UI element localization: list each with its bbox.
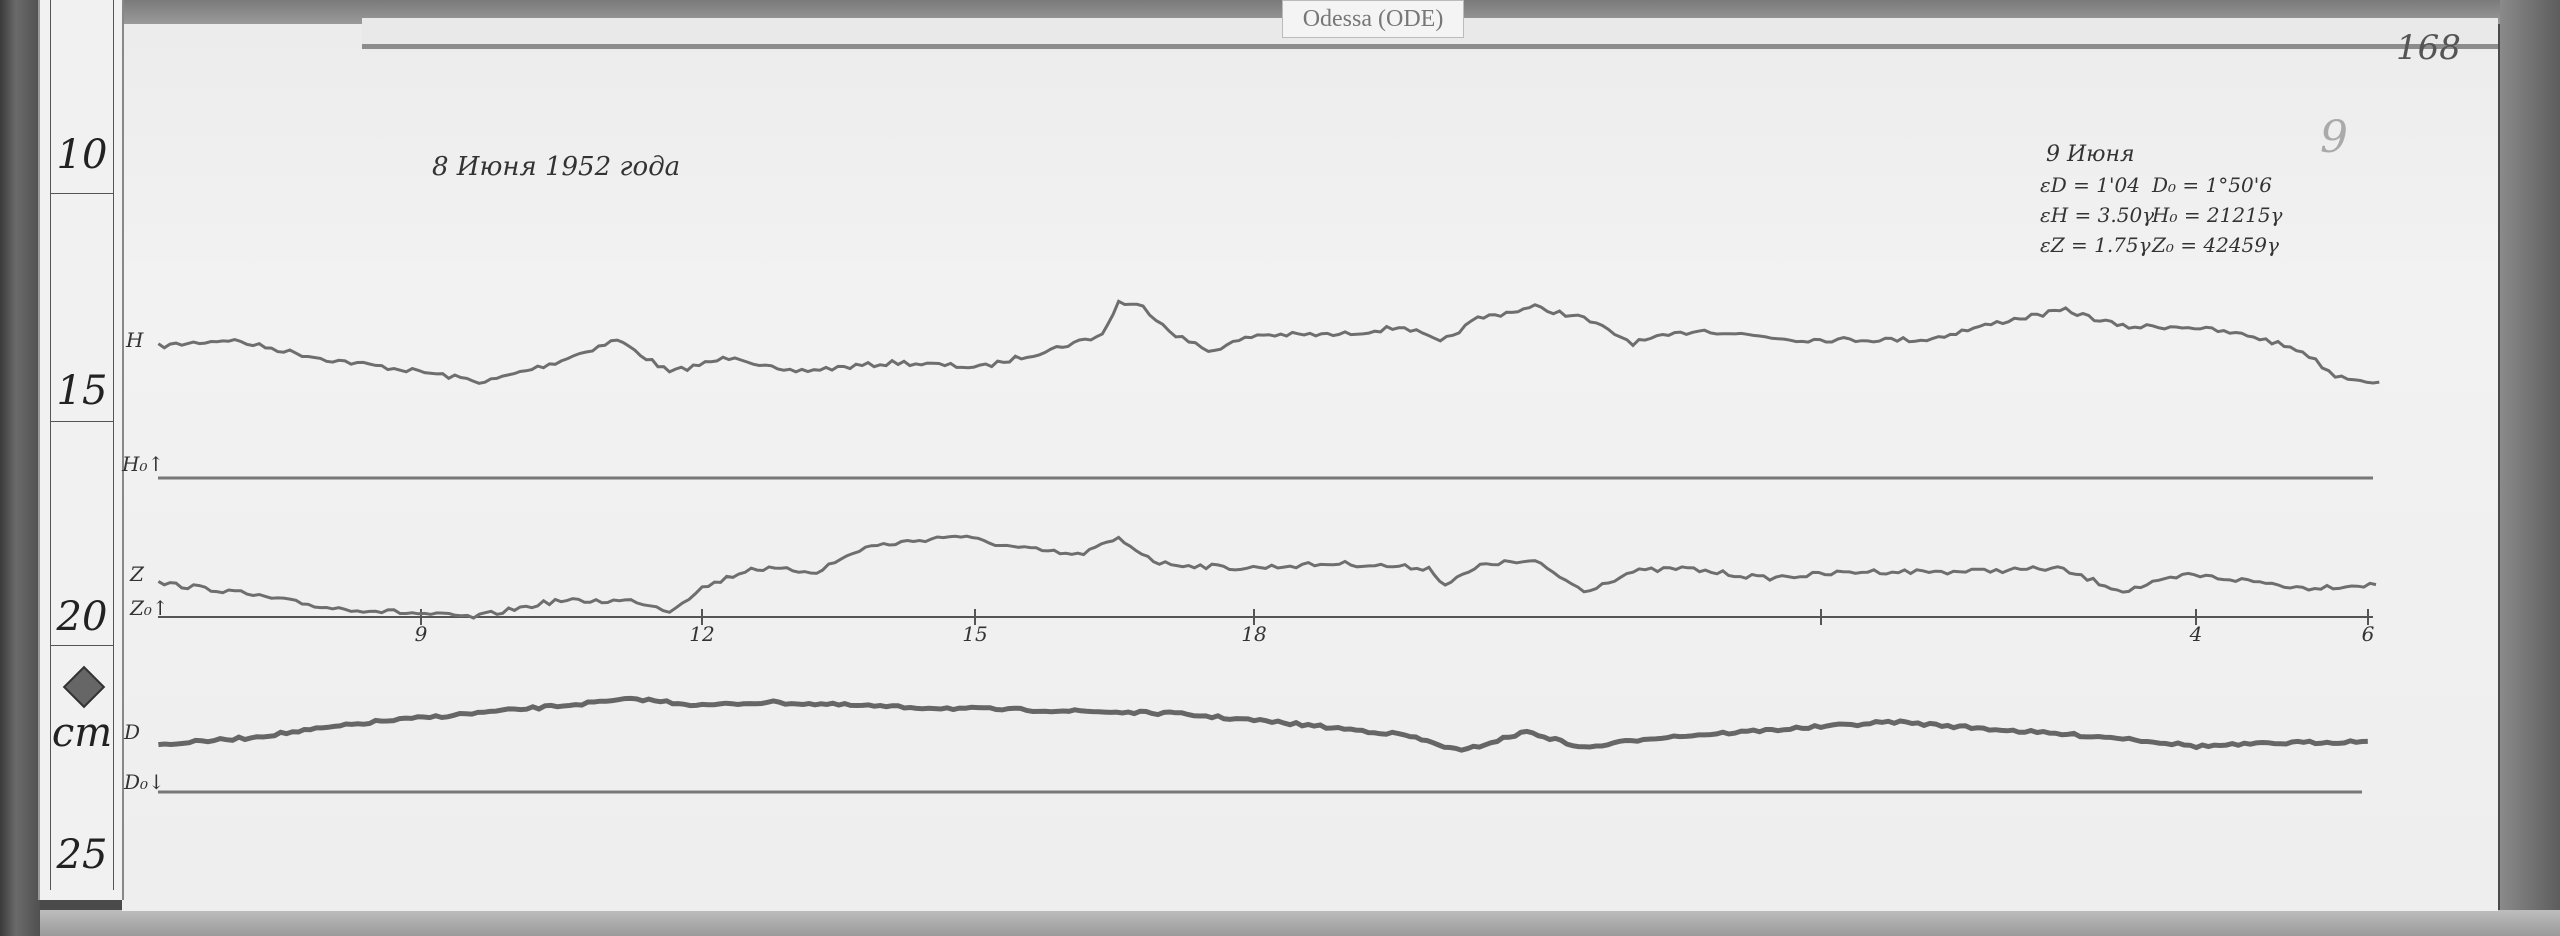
hour-label: 6 <box>2361 622 2375 646</box>
constants-row-z: εZ = 1.75γZ₀ = 42459γ <box>2040 230 2283 260</box>
constants-row-h: εH = 3.50γH₀ = 21215γ <box>2040 200 2283 230</box>
ruler-unit: cm <box>51 710 113 756</box>
hour-label: 4 <box>2189 622 2203 646</box>
constants-row-d: εD = 1'04 D₀ = 1°50'6 <box>2040 170 2283 200</box>
ruler-mark-20: 20 <box>56 594 108 640</box>
base-h: H₀ = 21215γ <box>2152 203 2283 227</box>
hour-label: 15 <box>962 622 988 646</box>
ruler-mark-10: 10 <box>56 132 108 178</box>
hour-label: 9 <box>414 622 428 646</box>
ruler-divider <box>51 645 113 646</box>
hour-ticks <box>420 609 2369 625</box>
h-trace <box>157 299 2380 385</box>
date-start: 8 Июня 1952 года <box>432 152 681 182</box>
d-trace <box>158 695 2368 753</box>
scale-d: εD = 1'04 <box>2040 173 2140 197</box>
hour-label: 12 <box>689 622 715 646</box>
ruler-scale: 10 15 20 cm 25 <box>50 0 114 890</box>
ruler-mark-15: 15 <box>56 368 108 414</box>
hour-label: 18 <box>1241 622 1267 646</box>
z-trace <box>157 534 2377 620</box>
page-number: 168 <box>2396 28 2461 68</box>
trace-label-d0: D₀↓ <box>124 770 165 794</box>
ruler-divider <box>51 193 113 194</box>
wooden-table-right <box>2500 0 2560 936</box>
magnetogram-sheet <box>122 24 2498 911</box>
check-mark: 9 <box>2320 112 2348 163</box>
scale-z: εZ = 1.75γ <box>2040 233 2151 257</box>
bottom-background <box>40 910 2560 936</box>
base-z: Z₀ = 42459γ <box>2152 233 2279 257</box>
date-end: 9 Июня <box>2046 142 2135 167</box>
trace-label-z: Z <box>130 562 144 586</box>
ruler-mark-25: 25 <box>56 832 108 878</box>
trace-label-d: D <box>124 720 141 744</box>
trace-label-h0: H₀↑ <box>122 452 165 476</box>
ruler-divider <box>51 421 113 422</box>
wooden-table-left <box>0 0 40 936</box>
station-label: Odessa (ODE) <box>1282 0 1464 38</box>
scale-h: εH = 3.50γ <box>2040 203 2155 227</box>
calibration-notes: 9 Июня εD = 1'04 D₀ = 1°50'6 εH = 3.50γH₀… <box>2040 140 2283 260</box>
base-d: D₀ = 1°50'6 <box>2152 173 2272 197</box>
ruler: 10 15 20 cm 25 <box>38 0 124 900</box>
trace-label-h: H <box>126 328 144 352</box>
